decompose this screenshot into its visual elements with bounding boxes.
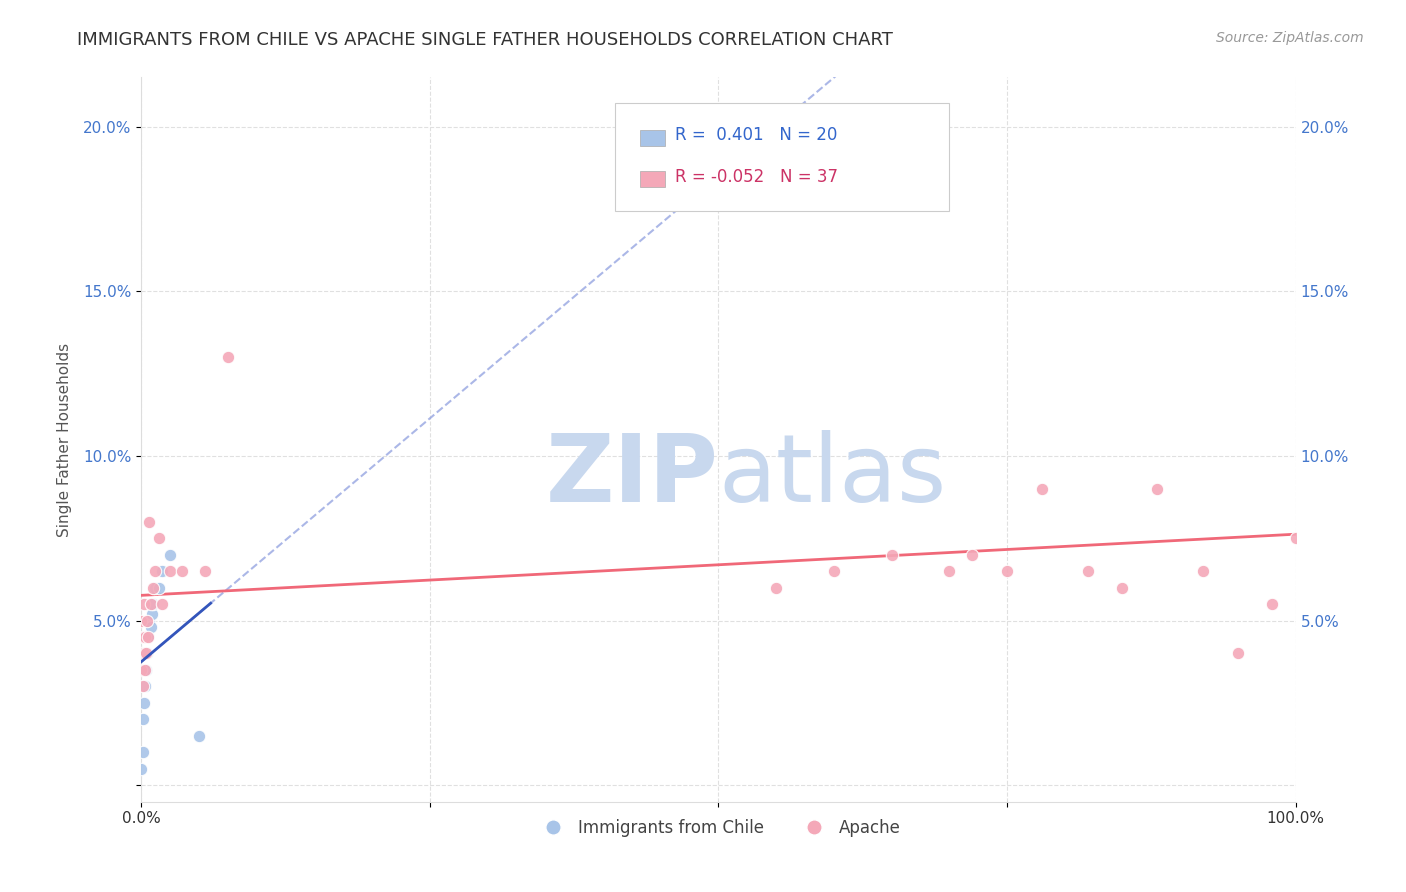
- Point: [1031, 482, 1053, 496]
- Point: [134, 679, 156, 693]
- Point: [131, 647, 153, 661]
- Text: IMMIGRANTS FROM CHILE VS APACHE SINGLE FATHER HOUSEHOLDS CORRELATION CHART: IMMIGRANTS FROM CHILE VS APACHE SINGLE F…: [77, 31, 893, 49]
- Point: [143, 581, 166, 595]
- FancyBboxPatch shape: [640, 129, 665, 145]
- Point: [1261, 597, 1284, 611]
- Point: [139, 597, 162, 611]
- Point: [938, 564, 960, 578]
- Y-axis label: Single Father Households: Single Father Households: [58, 343, 72, 537]
- Point: [135, 647, 157, 661]
- Point: [139, 620, 162, 634]
- Point: [132, 597, 155, 611]
- FancyBboxPatch shape: [614, 103, 949, 211]
- Point: [134, 630, 156, 644]
- Point: [217, 350, 239, 364]
- Text: R =  0.401   N = 20: R = 0.401 N = 20: [675, 127, 837, 145]
- Point: [143, 564, 166, 578]
- Point: [1111, 581, 1133, 595]
- Point: [194, 564, 217, 578]
- Point: [1226, 647, 1249, 661]
- Text: R = -0.052   N = 37: R = -0.052 N = 37: [675, 168, 838, 186]
- Point: [1077, 564, 1099, 578]
- Point: [131, 679, 153, 693]
- Point: [131, 663, 153, 677]
- Point: [136, 630, 159, 644]
- Point: [159, 548, 181, 562]
- Point: [1192, 564, 1215, 578]
- Point: [131, 614, 153, 628]
- Point: [131, 762, 153, 776]
- Point: [136, 647, 159, 661]
- Point: [142, 581, 165, 595]
- Point: [188, 729, 211, 743]
- Point: [141, 607, 163, 621]
- Point: [1146, 482, 1168, 496]
- Point: [1284, 531, 1306, 545]
- Text: ZIP: ZIP: [546, 430, 718, 522]
- Point: [707, 136, 730, 151]
- Point: [132, 663, 155, 677]
- Point: [131, 745, 153, 759]
- Text: Source: ZipAtlas.com: Source: ZipAtlas.com: [1216, 31, 1364, 45]
- Point: [142, 597, 165, 611]
- Point: [136, 614, 159, 628]
- Point: [135, 663, 157, 677]
- Text: atlas: atlas: [718, 430, 946, 522]
- Point: [150, 597, 173, 611]
- Point: [995, 564, 1018, 578]
- Point: [765, 581, 787, 595]
- FancyBboxPatch shape: [640, 171, 665, 186]
- Point: [150, 564, 173, 578]
- Point: [138, 515, 160, 529]
- Point: [134, 663, 156, 677]
- Point: [880, 548, 903, 562]
- Point: [134, 647, 156, 661]
- Point: [131, 630, 153, 644]
- Point: [135, 630, 157, 644]
- Point: [132, 647, 155, 661]
- Point: [962, 548, 984, 562]
- Legend: Immigrants from Chile, Apache: Immigrants from Chile, Apache: [530, 813, 907, 844]
- Point: [131, 712, 153, 726]
- Point: [136, 630, 159, 644]
- Point: [159, 564, 181, 578]
- Point: [823, 564, 845, 578]
- Point: [148, 531, 170, 545]
- Point: [148, 581, 170, 595]
- Point: [132, 696, 155, 710]
- Point: [138, 614, 160, 628]
- Point: [170, 564, 193, 578]
